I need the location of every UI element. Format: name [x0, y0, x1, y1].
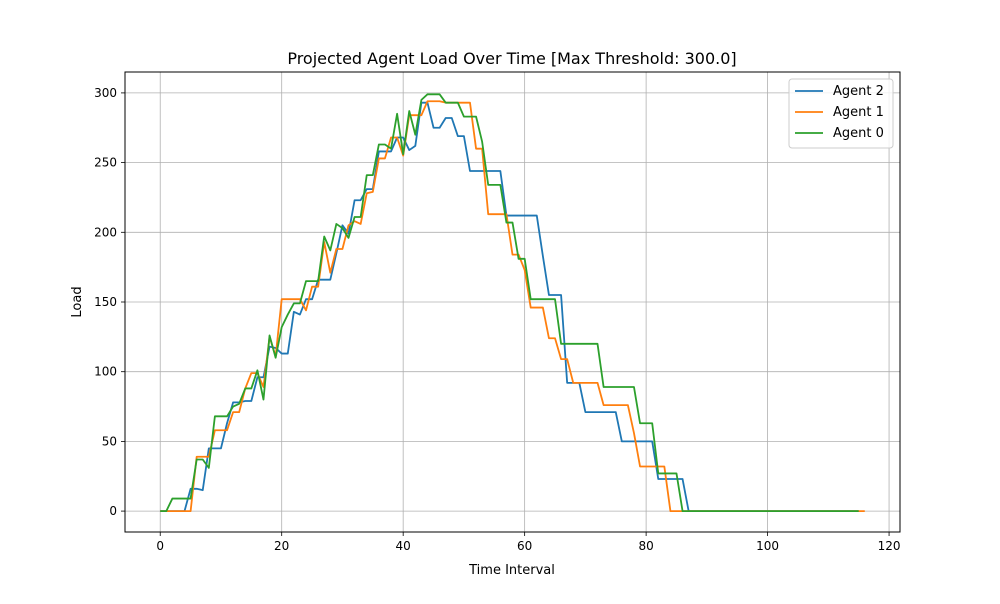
x-tick-label: 80 — [638, 539, 653, 553]
y-tick-label: 250 — [94, 156, 117, 170]
y-tick-label: 300 — [94, 86, 117, 100]
y-tick-label: 0 — [109, 504, 117, 518]
axis-ticks: 0 20 40 60 80 100 120 0 50 100 150 200 250 300 — [94, 86, 900, 553]
y-tick-label: 50 — [102, 434, 117, 448]
x-tick-label: 100 — [756, 539, 779, 553]
series-line-agent-0 — [160, 93, 859, 512]
x-tick-label: 20 — [274, 539, 289, 553]
y-tick-label: 100 — [94, 365, 117, 379]
series-line-agent-1 — [160, 100, 865, 512]
y-axis-label: Load — [70, 286, 85, 317]
y-tick-label: 200 — [94, 225, 117, 239]
legend-label-agent-1: Agent 1 — [833, 105, 884, 120]
legend: Agent 2 Agent 1 Agent 0 — [788, 78, 894, 149]
x-tick-label: 120 — [878, 539, 901, 553]
chart-title: Projected Agent Load Over Time [Max Thre… — [287, 49, 736, 68]
x-tick-label: 40 — [396, 539, 411, 553]
x-tick-label: 0 — [156, 539, 164, 553]
legend-box — [788, 78, 894, 149]
series-lines — [160, 93, 865, 512]
x-tick-label: 60 — [517, 539, 532, 553]
legend-label-agent-2: Agent 2 — [833, 84, 884, 99]
y-tick-label: 150 — [94, 295, 117, 309]
legend-label-agent-0: Agent 0 — [833, 126, 884, 141]
x-axis-label: Time Interval — [468, 563, 555, 578]
